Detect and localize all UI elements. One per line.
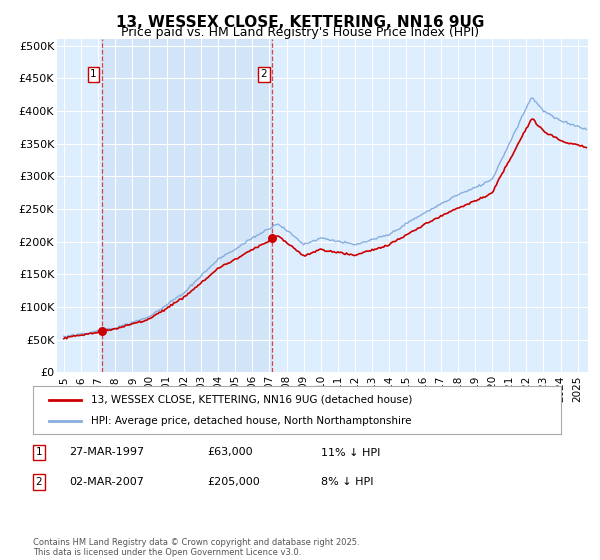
Text: 1: 1 [35, 447, 43, 458]
Text: £63,000: £63,000 [207, 447, 253, 458]
Text: 1: 1 [90, 69, 97, 80]
Bar [102, 39, 272, 372]
Point [97, 326, 107, 335]
Text: HPI: Average price, detached house, North Northamptonshire: HPI: Average price, detached house, Nort… [91, 416, 412, 426]
Text: 2: 2 [35, 477, 43, 487]
Text: 11% ↓ HPI: 11% ↓ HPI [321, 447, 380, 458]
Text: 13, WESSEX CLOSE, KETTERING, NN16 9UG (detached house): 13, WESSEX CLOSE, KETTERING, NN16 9UG (d… [91, 395, 412, 405]
Text: Price paid vs. HM Land Registry's House Price Index (HPI): Price paid vs. HM Land Registry's House … [121, 26, 479, 39]
Text: 8% ↓ HPI: 8% ↓ HPI [321, 477, 373, 487]
Point [268, 234, 277, 243]
Text: £205,000: £205,000 [207, 477, 260, 487]
Text: Contains HM Land Registry data © Crown copyright and database right 2025.
This d: Contains HM Land Registry data © Crown c… [33, 538, 359, 557]
Text: 27-MAR-1997: 27-MAR-1997 [69, 447, 144, 458]
Text: 13, WESSEX CLOSE, KETTERING, NN16 9UG: 13, WESSEX CLOSE, KETTERING, NN16 9UG [116, 15, 484, 30]
Text: 02-MAR-2007: 02-MAR-2007 [69, 477, 144, 487]
Text: 2: 2 [260, 69, 267, 80]
